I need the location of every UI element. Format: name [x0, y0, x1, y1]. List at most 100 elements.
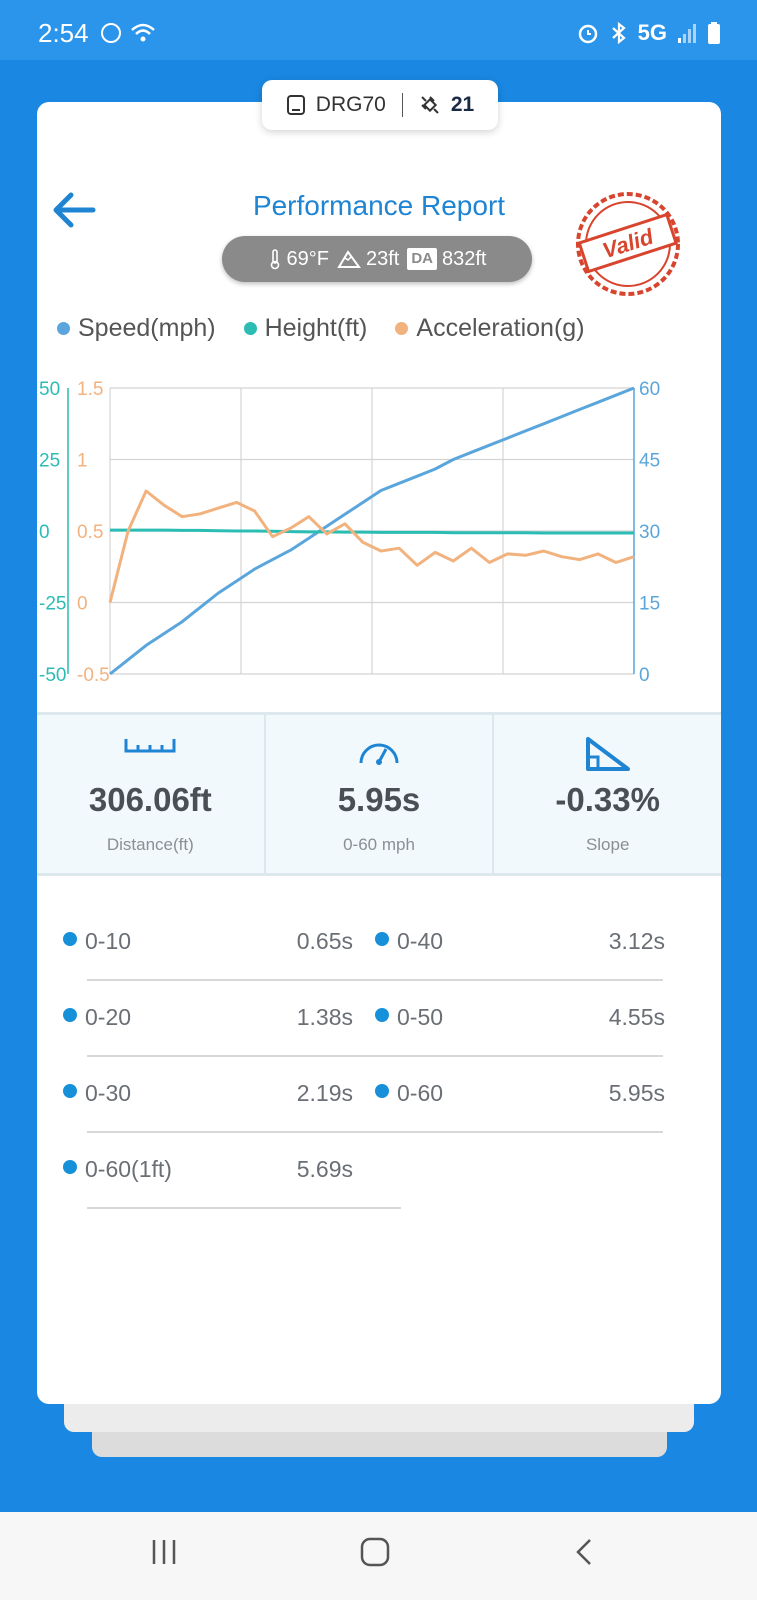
height-tick-label: -25 [39, 594, 66, 615]
split-item: 0-20 1.38s [63, 978, 353, 1054]
temperature: 69°F [286, 247, 329, 270]
stat-slope: -0.33% Slope [492, 715, 721, 873]
split-name: 0-60(1ft) [85, 1156, 172, 1182]
signal-icon [678, 24, 696, 43]
status-bar: 2:54 5G [0, 0, 757, 60]
series-line [108, 489, 635, 603]
height-tick-label: 25 [39, 451, 60, 472]
divider [87, 1055, 663, 1057]
split-item: 0-50 4.55s [375, 978, 665, 1054]
satellite-icon [421, 96, 439, 114]
split-name: 0-20 [85, 1004, 132, 1030]
density-altitude-badge: DA [407, 248, 437, 270]
satellite-count: 21 [450, 93, 475, 116]
speed-tick-label: 15 [639, 594, 660, 615]
speed-tick-label: 0 [639, 665, 650, 686]
ruler-icon [124, 739, 176, 753]
mountain-icon [337, 250, 361, 268]
split-time: 4.55s [608, 1004, 665, 1030]
divider [87, 1131, 663, 1133]
speedometer-icon [359, 743, 399, 765]
split-name: 0-50 [397, 1004, 444, 1030]
valid-stamp-icon: Valid [576, 192, 680, 296]
bluetooth-icon [611, 21, 626, 45]
acceleration-tick-label: 0 [77, 594, 88, 615]
chart-legend: Speed(mph) Height(ft) Acceleration(g) [57, 314, 585, 343]
height-tick-label: 0 [39, 522, 50, 543]
zero-to-sixty-value: 5.95s [337, 781, 421, 818]
split-time: 1.38s [296, 1004, 353, 1030]
split-name: 0-30 [85, 1080, 132, 1106]
device-name: DRG70 [315, 93, 386, 116]
legend-height: Height(ft) [243, 314, 368, 343]
split-item: 0-40 3.12s [375, 902, 665, 978]
split-dot [375, 1084, 389, 1098]
slope-icon [585, 737, 630, 771]
height-tick-label: -50 [39, 665, 66, 686]
clock: 2:54 [38, 18, 89, 48]
stat-distance: 306.06ft Distance(ft) [37, 715, 264, 873]
stats-panel: 306.06ft Distance(ft) 5.95s 0-60 mph -0.… [37, 712, 721, 876]
legend-label: Acceleration(g) [416, 314, 585, 342]
speed-tick-label: 30 [639, 522, 660, 543]
legend-label: Height(ft) [264, 314, 368, 342]
wifi-icon [131, 23, 155, 42]
split-time: 5.95s [608, 1080, 665, 1106]
split-time: 3.12s [608, 928, 665, 954]
split-item: 0-60(1ft) 5.69s [63, 1130, 353, 1206]
thermometer-icon [270, 249, 279, 270]
split-name: 0-10 [85, 928, 132, 954]
legend-dot [243, 322, 257, 335]
network-type: 5G [637, 20, 667, 45]
divider [87, 979, 663, 981]
battery-icon [708, 22, 720, 44]
split-dot [63, 1008, 77, 1022]
split-item: 0-30 2.19s [63, 1054, 353, 1130]
split-time: 2.19s [296, 1080, 353, 1106]
split-dot [375, 932, 389, 946]
legend-label: Speed(mph) [78, 314, 216, 342]
speed-tick-label: 60 [639, 379, 660, 400]
legend-dot [57, 322, 70, 335]
recent-apps-button[interactable] [148, 1536, 180, 1568]
distance-value: 306.06ft [88, 781, 212, 818]
split-dot [63, 1084, 77, 1098]
report-card: Performance Report 69°F 23ft DA 832ft Va… [37, 102, 721, 1404]
system-nav-bar [0, 1512, 757, 1600]
divider [401, 93, 403, 117]
split-time: 5.69s [296, 1156, 353, 1182]
density-altitude: 832ft [442, 247, 487, 270]
series-line [110, 528, 634, 535]
acceleration-tick-label: 0.5 [77, 522, 103, 543]
legend-acceleration: Acceleration(g) [395, 314, 585, 343]
device-indicator[interactable]: DRG70 21 [262, 80, 498, 130]
split-name: 0-40 [397, 928, 444, 954]
altitude: 23ft [365, 247, 400, 270]
back-button[interactable] [572, 1536, 596, 1568]
legend-dot [395, 322, 409, 335]
split-dot [63, 1160, 77, 1174]
split-item: 0-10 0.65s [63, 902, 353, 978]
speed-tick-label: 45 [639, 451, 660, 472]
slope-label: Slope [585, 835, 630, 854]
slope-value: -0.33% [555, 781, 660, 818]
stat-zero-to-sixty: 5.95s 0-60 mph [263, 715, 493, 873]
zero-to-sixty-label: 0-60 mph [343, 835, 415, 854]
split-dot [375, 1008, 389, 1022]
acceleration-tick-label: -0.5 [77, 665, 110, 686]
legend-speed: Speed(mph) [57, 314, 216, 343]
page-title: Performance Report [252, 190, 506, 221]
acceleration-tick-label: 1.5 [77, 379, 103, 400]
home-button[interactable] [359, 1536, 391, 1568]
split-time: 0.65s [296, 928, 353, 954]
app-notification-icon [101, 23, 121, 43]
divider [87, 1207, 401, 1209]
height-tick-label: 50 [39, 379, 60, 400]
back-arrow-icon[interactable] [49, 188, 99, 232]
series-line [109, 386, 635, 676]
device-icon [286, 95, 305, 115]
conditions-pill: 69°F 23ft DA 832ft [222, 236, 532, 282]
split-item: 0-60 5.95s [375, 1054, 665, 1130]
acceleration-tick-label: 1 [77, 451, 88, 472]
split-name: 0-60 [397, 1080, 444, 1106]
